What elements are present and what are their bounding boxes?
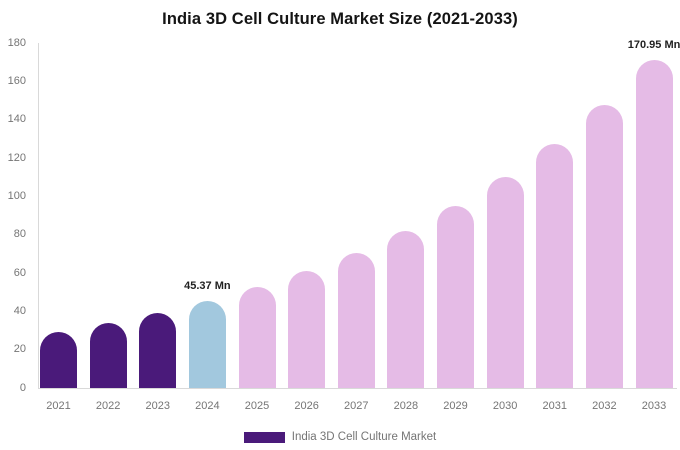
x-tick-label-2026: 2026 [294,400,319,412]
x-tick-label-2021: 2021 [46,400,71,412]
bar-2032[interactable] [585,105,623,388]
y-axis-line [38,43,39,388]
legend[interactable]: India 3D Cell Culture Market [0,431,680,443]
legend-swatch [243,431,285,443]
bar-2027[interactable] [337,252,375,388]
y-tick-label: 140 [7,113,26,126]
bar-2021[interactable] [40,332,77,388]
y-tick-label: 60 [13,266,26,279]
bar-2026[interactable] [288,271,326,388]
x-tick-label-2032: 2032 [592,400,617,412]
x-axis-line [38,388,677,389]
x-tick-label-2027: 2027 [344,400,369,412]
bar-2029[interactable] [437,206,475,388]
x-tick-label-2031: 2031 [542,400,568,412]
x-tick-label-2024: 2024 [195,400,220,412]
bar-2024[interactable] [188,301,226,388]
legend-label: India 3D Cell Culture Market [291,431,437,443]
bar-2022[interactable] [89,323,127,388]
x-tick-label-2023: 2023 [145,400,170,412]
y-tick-label: 40 [13,304,26,317]
y-tick-label: 20 [13,343,26,356]
y-tick-label: 80 [13,228,26,241]
x-tick-label-2030: 2030 [492,400,518,412]
data-label-2033: 170.95 Mn [627,39,680,52]
x-tick-label-2028: 2028 [393,400,419,412]
bar-2030[interactable] [486,177,524,388]
x-tick-label-2025: 2025 [244,400,270,412]
data-label-2024: 45.37 Mn [184,280,231,293]
bar-2023[interactable] [139,312,177,388]
y-tick-label: 100 [7,189,26,202]
x-tick-label-2033: 2033 [641,400,667,412]
y-tick-label: 160 [7,74,26,87]
chart-title: India 3D Cell Culture Market Size (2021-… [162,10,518,28]
y-tick-label: 120 [7,151,26,164]
y-tick-label: 0 [19,381,26,394]
bar-2025[interactable] [238,287,276,388]
bar-2028[interactable] [387,231,425,388]
bar-2033[interactable] [635,60,673,388]
bar-2031[interactable] [536,144,574,388]
y-tick-label: 180 [7,36,26,49]
x-tick-label-2029: 2029 [443,400,468,412]
x-tick-label-2022: 2022 [95,400,121,412]
